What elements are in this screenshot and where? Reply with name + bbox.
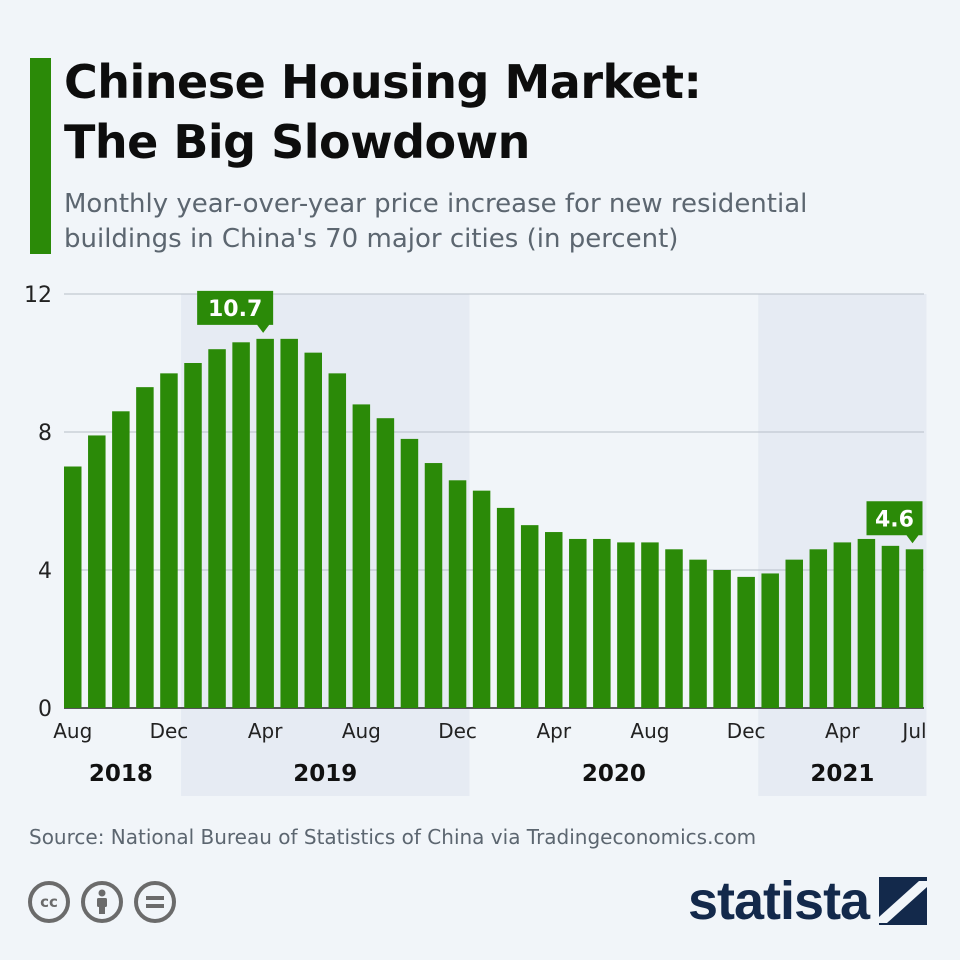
bar-19: [496, 507, 515, 708]
bar-3: [112, 411, 130, 708]
bar-18: [472, 490, 491, 708]
title-line-1: Chinese Housing Market:: [64, 55, 702, 109]
annotation-10.7: 10.7: [197, 290, 274, 333]
x-tick-label: Jul: [900, 719, 926, 743]
x-tick-label: Dec: [150, 719, 189, 743]
bar-14: [376, 418, 395, 708]
bar-17: [448, 480, 467, 708]
bar-26: [665, 549, 683, 708]
annotation-label: 4.6: [875, 507, 914, 532]
year-label-2018: 2018: [89, 761, 153, 787]
bar-32: [809, 549, 828, 708]
bar-20: [520, 525, 539, 708]
bar-25: [641, 542, 659, 708]
attribution-icon: [81, 881, 123, 923]
chart-title: Chinese Housing Market: The Big Slowdown: [64, 52, 934, 172]
x-tick-label: Aug: [53, 719, 92, 743]
cc-text: cc: [40, 893, 58, 911]
statista-mark-icon: [879, 877, 928, 925]
annotation-callout-box: [197, 290, 274, 333]
title-accent-bar: [30, 58, 51, 254]
bar-chart: 0 4 8 12 Aug Dec Apr Aug Dec Apr Aug Dec Apr Jul 2018 2…: [24, 283, 927, 796]
bar-16: [424, 463, 443, 708]
y-tick-label: 4: [38, 559, 52, 584]
chart-subtitle: Monthly year-over-year price increase fo…: [64, 187, 944, 257]
bar-22: [569, 538, 587, 708]
y-tick-label: 12: [24, 283, 52, 308]
bar-34: [857, 538, 876, 708]
year-label-2020: 2020: [582, 761, 646, 787]
bar-13: [352, 404, 371, 708]
statista-logo: statista: [688, 870, 928, 932]
bar-29: [737, 576, 755, 708]
x-tick-label: Apr: [825, 719, 860, 743]
bar-21: [545, 532, 563, 708]
x-tick-label: Dec: [438, 719, 477, 743]
bar-10: [280, 338, 298, 708]
bar-30: [761, 573, 779, 708]
x-tick-label: Apr: [248, 719, 283, 743]
license-icons: cc: [28, 881, 176, 923]
year-band-2019: [181, 294, 470, 796]
bar-15: [400, 438, 419, 708]
bar-1: [64, 466, 82, 708]
creative-commons-icon: cc: [28, 881, 70, 923]
no-derivatives-icon: [134, 881, 176, 923]
title-line-2: The Big Slowdown: [64, 115, 530, 169]
bar-6: [184, 363, 202, 708]
bar-28: [713, 570, 731, 708]
bar-11: [304, 352, 322, 708]
subtitle-line-2: buildings in China's 70 major cities (in…: [64, 224, 679, 254]
annotation-callout-box: [866, 501, 923, 544]
bar-23: [593, 538, 611, 708]
y-tick-label: 8: [38, 421, 52, 446]
bar-9: [256, 338, 274, 708]
bar-27: [689, 559, 707, 708]
subtitle-line-1: Monthly year-over-year price increase fo…: [64, 189, 808, 219]
bar-35: [881, 545, 900, 708]
year-label-2021: 2021: [810, 761, 874, 787]
bar-2: [88, 435, 106, 708]
bar-36: [905, 549, 924, 708]
y-tick-label: 0: [38, 697, 52, 722]
source-note: Source: National Bureau of Statistics of…: [29, 825, 757, 849]
bar-12: [328, 373, 347, 708]
brand-name: statista: [688, 871, 870, 931]
annotation-4.6: 4.6: [866, 501, 923, 544]
bar-8: [232, 342, 250, 708]
bar-33: [833, 542, 852, 708]
x-tick-label: Apr: [536, 719, 571, 743]
x-tick-label: Dec: [727, 719, 766, 743]
year-label-2019: 2019: [293, 761, 357, 787]
bar-24: [617, 542, 635, 708]
bar-4: [136, 387, 154, 708]
bar-5: [160, 373, 178, 708]
bar-7: [208, 349, 226, 708]
x-tick-label: Aug: [630, 719, 669, 743]
x-tick-label: Aug: [342, 719, 381, 743]
annotation-label: 10.7: [208, 297, 262, 322]
bar-31: [785, 559, 803, 708]
